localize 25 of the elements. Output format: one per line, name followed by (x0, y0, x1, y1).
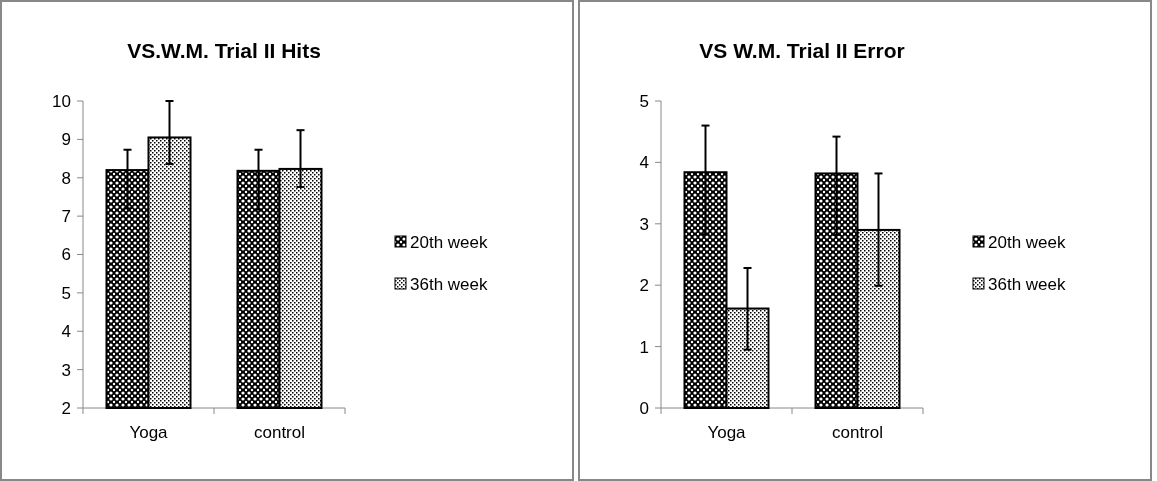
y-tick-label: 3 (639, 214, 649, 234)
y-tick-label: 7 (61, 207, 71, 227)
y-tick-label: 4 (61, 322, 71, 342)
y-tick-label: 2 (61, 398, 71, 418)
y-tick-label: 5 (639, 91, 649, 111)
x-tick-label: Yoga (129, 423, 169, 442)
y-tick-label: 10 (52, 91, 71, 111)
y-tick-label: 9 (61, 130, 71, 150)
y-tick-label: 2 (639, 276, 649, 296)
x-tick-label: control (831, 423, 884, 442)
y-tick-label: 5 (61, 283, 71, 303)
legend-label: 20th week (988, 232, 1066, 252)
x-tick-label: control (253, 423, 306, 442)
chart-title: VS W.M. Trial II Error (699, 39, 905, 62)
legend-label: 20th week (410, 232, 488, 252)
y-tick-label: 1 (639, 337, 649, 357)
legend-label: 36th week (410, 274, 488, 294)
chart-title: VS.W.M. Trial II Hits (127, 39, 321, 62)
legend-label: 36th week (988, 274, 1066, 294)
y-tick-label: 8 (61, 168, 71, 188)
x-tick-label: Yoga (707, 423, 747, 442)
y-tick-label: 4 (639, 153, 649, 173)
y-tick-label: 3 (61, 360, 71, 380)
y-tick-label: 0 (639, 398, 649, 418)
y-tick-label: 6 (61, 245, 71, 265)
